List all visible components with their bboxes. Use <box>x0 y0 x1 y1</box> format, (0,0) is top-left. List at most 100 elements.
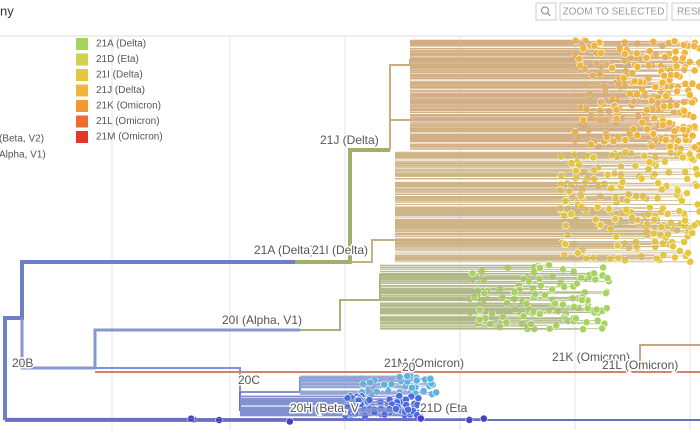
tip <box>657 185 666 194</box>
tip <box>670 37 679 46</box>
tip <box>545 261 553 270</box>
tip <box>572 314 580 323</box>
zoom-button-label[interactable]: ZOOM TO SELECTED <box>563 7 665 18</box>
tip <box>661 53 669 61</box>
tip <box>380 380 389 389</box>
tip <box>647 96 656 105</box>
tip <box>673 87 681 96</box>
tip <box>678 153 687 162</box>
tip <box>480 289 489 298</box>
tip <box>559 300 567 309</box>
panel-title: ny <box>0 3 14 18</box>
tip <box>579 325 587 334</box>
tip <box>618 178 627 187</box>
tip <box>612 114 621 123</box>
tip <box>619 74 628 83</box>
branch-label: 20H (Beta, V <box>290 401 359 415</box>
tip <box>673 225 681 234</box>
tip <box>649 129 658 138</box>
tip <box>672 62 681 71</box>
tip <box>660 71 668 80</box>
tip <box>689 113 698 121</box>
legend: 21A (Delta) 21D (Eta) 21I (Delta) 21J (Delt… <box>0 38 163 161</box>
tip <box>644 61 653 70</box>
tip <box>510 288 519 297</box>
tip <box>688 98 697 107</box>
tip <box>591 275 600 284</box>
tip <box>343 394 352 403</box>
legend-swatch <box>76 84 88 97</box>
tip <box>503 298 511 307</box>
tip <box>565 187 574 196</box>
tip <box>685 58 694 66</box>
branch-label: 20 <box>402 360 416 374</box>
tip <box>671 54 680 63</box>
tip <box>432 388 441 397</box>
zoom-button[interactable] <box>559 2 668 21</box>
tip <box>403 372 412 380</box>
tip <box>603 170 612 179</box>
tip <box>632 49 641 58</box>
tip <box>680 98 688 106</box>
tip <box>567 210 576 218</box>
tip <box>590 41 599 50</box>
tip <box>545 324 554 333</box>
tip <box>673 186 682 195</box>
tip <box>688 229 697 237</box>
tip <box>629 124 638 133</box>
legend-swatch <box>76 69 88 81</box>
tip <box>365 396 374 404</box>
tip <box>695 207 700 216</box>
tip <box>535 274 544 283</box>
tip <box>681 79 690 88</box>
tip <box>404 405 412 414</box>
legend-swatch <box>76 131 88 143</box>
tip <box>659 121 667 129</box>
tip <box>642 106 651 114</box>
tip <box>557 171 566 180</box>
branch-label: 21K (Omicron) <box>552 350 630 364</box>
tip <box>692 182 700 190</box>
tip <box>690 66 699 75</box>
tip <box>645 158 654 166</box>
tip <box>680 238 688 246</box>
tip <box>695 82 700 91</box>
tip <box>651 237 659 246</box>
tip <box>650 215 659 224</box>
reset-button[interactable] <box>671 2 700 21</box>
tip <box>657 223 666 232</box>
tip <box>536 264 544 272</box>
tip <box>617 162 625 171</box>
branch-label: 21D (Eta <box>420 401 468 415</box>
search-button[interactable] <box>535 2 557 21</box>
tip <box>671 47 680 56</box>
tip <box>569 294 577 303</box>
tip <box>531 289 540 298</box>
tip <box>683 174 692 183</box>
tip <box>602 289 610 298</box>
tip <box>684 248 692 257</box>
tip <box>654 179 662 188</box>
branch <box>350 239 560 263</box>
tip <box>680 65 689 74</box>
tip <box>649 37 658 46</box>
branch-label: 20B <box>12 356 33 370</box>
tip <box>596 106 604 115</box>
icon <box>541 6 549 15</box>
tip <box>693 170 700 179</box>
tip <box>662 92 670 101</box>
tip <box>573 279 581 288</box>
tip <box>559 265 567 274</box>
tip <box>567 159 576 167</box>
tip <box>665 119 674 127</box>
tip <box>475 315 484 324</box>
button-frame[interactable] <box>535 2 557 21</box>
reset-button-label[interactable]: RESE <box>677 7 700 18</box>
tip <box>672 71 681 79</box>
tip <box>589 153 598 162</box>
branch-label: 21A (Delta) <box>254 243 314 257</box>
tip <box>597 49 605 57</box>
tip <box>412 376 421 385</box>
